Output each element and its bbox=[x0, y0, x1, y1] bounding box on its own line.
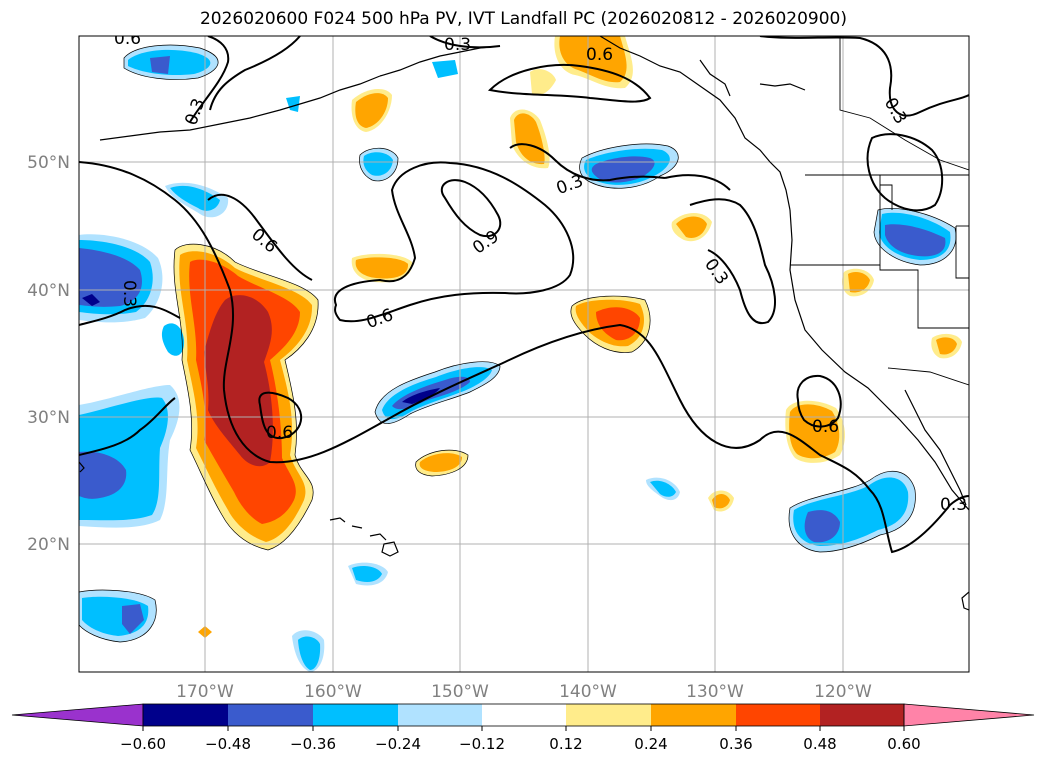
contour-label: 0.3 bbox=[940, 495, 967, 515]
contour-label: 0.6 bbox=[114, 29, 141, 49]
latitude-labels: 50°N 40°N 30°N 20°N bbox=[27, 153, 70, 555]
colorbar-tick: 0.48 bbox=[803, 735, 836, 753]
lat-label: 20°N bbox=[27, 535, 70, 555]
colorbar-segment bbox=[566, 704, 651, 726]
lat-label: 50°N bbox=[27, 153, 70, 173]
map-plot: 0.6 0.3 0.6 0.3 0.3 0.6 0.9 0.3 0.3 0.6 … bbox=[79, 29, 969, 672]
colorbar-tick: 0.36 bbox=[719, 735, 752, 753]
colorbar-segment bbox=[228, 704, 313, 726]
graticule bbox=[79, 36, 969, 672]
contour-label: 0.3 bbox=[444, 35, 471, 55]
lon-label: 170°W bbox=[176, 682, 234, 702]
colorbar-segment bbox=[313, 704, 398, 726]
map-frame bbox=[78, 35, 970, 673]
colorbar-extend-right bbox=[903, 703, 1035, 727]
contour-label: 0.6 bbox=[586, 45, 613, 65]
ivt-contours bbox=[79, 36, 969, 554]
colorbar-tick: −0.24 bbox=[375, 735, 421, 753]
lon-label: 150°W bbox=[431, 682, 489, 702]
lon-label: 130°W bbox=[686, 682, 744, 702]
contour-label: 0.6 bbox=[266, 423, 293, 443]
pv-fill-layer bbox=[79, 36, 962, 672]
pv-outline-layer bbox=[79, 44, 957, 643]
colorbar-tick: −0.12 bbox=[459, 735, 505, 753]
colorbar-tick: −0.60 bbox=[120, 735, 166, 753]
map-title: 2026020600 F024 500 hPa PV, IVT Landfall… bbox=[199, 9, 847, 29]
colorbar-tick: 0.12 bbox=[549, 735, 582, 753]
colorbar-segment bbox=[651, 704, 736, 726]
colorbar-tick: −0.36 bbox=[290, 735, 336, 753]
colorbar-tick: −0.48 bbox=[205, 735, 251, 753]
colorbar-segment bbox=[482, 704, 566, 726]
colorbar: −0.60 −0.48 −0.36 −0.24 −0.12 0.12 0.24 … bbox=[11, 703, 1035, 753]
colorbar-segment bbox=[736, 704, 820, 726]
colorbar-tick: 0.60 bbox=[887, 735, 920, 753]
coastlines bbox=[79, 36, 969, 611]
longitude-labels: 170°W 160°W 150°W 140°W 130°W 120°W bbox=[176, 682, 872, 702]
contour-label: 0.6 bbox=[812, 417, 839, 437]
lon-label: 140°W bbox=[559, 682, 617, 702]
colorbar-extend-left bbox=[11, 703, 144, 727]
lat-label: 40°N bbox=[27, 281, 70, 301]
colorbar-tick: 0.24 bbox=[634, 735, 667, 753]
contour-label: 0.3 bbox=[119, 280, 139, 307]
colorbar-segment bbox=[398, 704, 482, 726]
colorbar-segment bbox=[820, 704, 904, 726]
lon-label: 120°W bbox=[814, 682, 872, 702]
colorbar-segment bbox=[143, 704, 228, 726]
lon-label: 160°W bbox=[304, 682, 362, 702]
lat-label: 30°N bbox=[27, 408, 70, 428]
